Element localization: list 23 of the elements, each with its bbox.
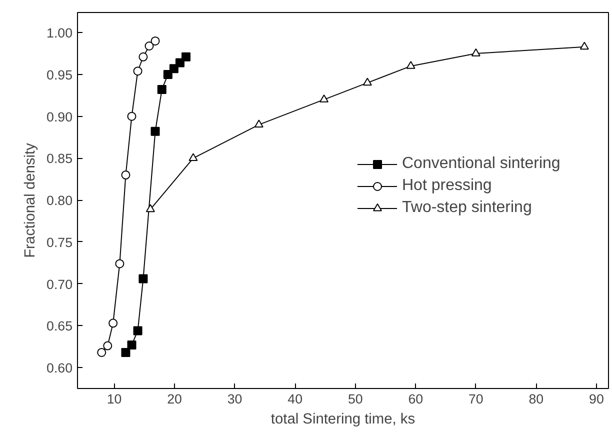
x-tick-label: 10 <box>106 392 122 406</box>
y-tick-label: 1.00 <box>46 26 73 41</box>
y-tick-label: 0.60 <box>46 360 73 376</box>
x-tick-label: 80 <box>528 392 544 406</box>
y-axis-title: Fractional density <box>22 142 39 258</box>
x-axis-title: total Sintering time, ks <box>270 412 416 428</box>
x-tick-label: 40 <box>288 392 302 406</box>
y-tick-label: 0.75 <box>46 234 73 250</box>
y-tick-label: 0.90 <box>46 109 73 124</box>
x-tick-label: 70 <box>468 392 484 406</box>
x-tick-label: 30 <box>227 392 242 406</box>
y-tick-label: 0.85 <box>46 151 73 166</box>
x-tick-label: 20 <box>167 392 182 406</box>
x-tick-label: 50 <box>348 392 363 406</box>
legend-label: Two-step sintering <box>402 199 532 217</box>
y-tick-label: 0.80 <box>46 193 73 208</box>
x-tick-label: 90 <box>589 392 604 406</box>
legend-label: Conventional sintering <box>402 155 560 173</box>
x-tick-label: 60 <box>408 392 424 406</box>
legend-label: Hot pressing <box>402 177 492 195</box>
y-tick-label: 0.95 <box>46 67 73 82</box>
y-tick-label: 0.65 <box>46 318 73 334</box>
y-tick-label: 0.70 <box>46 276 73 292</box>
